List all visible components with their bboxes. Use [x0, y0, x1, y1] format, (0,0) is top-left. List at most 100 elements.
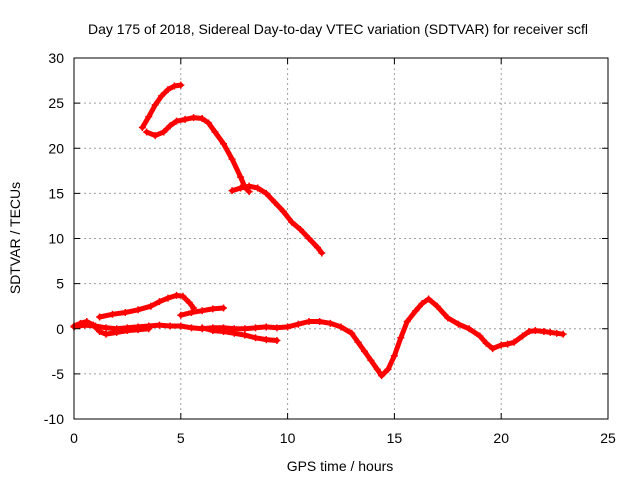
data-point — [134, 306, 142, 314]
data-point — [454, 320, 462, 328]
data-point — [497, 341, 505, 349]
series-arc-upper-short — [138, 81, 185, 131]
data-point — [160, 128, 168, 136]
data-point — [230, 329, 238, 337]
data-point — [245, 182, 253, 190]
data-point — [553, 329, 561, 337]
data-point — [296, 225, 304, 233]
data-point — [504, 340, 512, 348]
data-point — [166, 122, 174, 130]
series-line — [71, 319, 152, 337]
data-point — [433, 302, 441, 310]
data-point — [237, 184, 245, 192]
data-point — [294, 320, 302, 328]
series-line — [144, 115, 252, 195]
ticks: 0 5 10 15 20 25 -10 -5 0 5 10 15 20 25 30 — [44, 50, 616, 446]
data-point — [425, 295, 433, 303]
data-point — [108, 310, 116, 318]
data-point — [279, 207, 287, 215]
data-point — [198, 307, 206, 315]
data-point — [83, 318, 91, 326]
data-point — [181, 115, 189, 123]
data-point — [164, 294, 172, 302]
data-point — [288, 218, 296, 226]
data-point — [337, 323, 345, 331]
data-point — [187, 324, 195, 332]
data-point — [89, 321, 97, 329]
data-point — [262, 189, 270, 197]
data-point — [373, 365, 381, 373]
series-arc-low-bump — [96, 291, 198, 321]
y-tick-label: -5 — [52, 366, 65, 382]
y-tick-label: 25 — [48, 95, 64, 111]
chart-title: Day 175 of 2018, Sidereal Day-to-day VTE… — [88, 21, 588, 37]
data-point — [121, 309, 129, 317]
data-point — [241, 331, 249, 339]
data-point — [143, 128, 151, 136]
data-point — [145, 113, 153, 121]
data-point — [237, 173, 245, 181]
data-point — [228, 155, 236, 163]
data-point — [273, 336, 281, 344]
data-point — [354, 338, 362, 346]
data-point — [378, 372, 386, 380]
data-point — [262, 323, 270, 331]
data-point — [510, 338, 518, 346]
data-point — [177, 311, 185, 319]
data-point — [412, 307, 420, 315]
data-point — [76, 319, 84, 327]
y-tick-label: -10 — [44, 411, 64, 427]
data-point — [211, 128, 219, 136]
data-point — [173, 117, 181, 125]
data-point — [170, 82, 178, 90]
data-point — [187, 309, 195, 317]
data-point — [326, 319, 334, 327]
data-point — [179, 292, 187, 300]
data-point — [305, 318, 313, 326]
y-tick-label: 15 — [48, 185, 64, 201]
data-point — [540, 327, 548, 335]
series-line — [229, 183, 325, 256]
data-point — [164, 86, 172, 94]
data-point — [390, 352, 398, 360]
data-point — [476, 332, 484, 340]
series-arc-upper-long — [143, 114, 253, 196]
data-point — [173, 291, 181, 299]
data-point — [241, 325, 249, 333]
data-point — [166, 322, 174, 330]
y-tick-label: 20 — [48, 140, 64, 156]
y-tick-label: 30 — [48, 50, 64, 66]
data-point — [209, 305, 217, 313]
series-arc-mid-dip — [198, 324, 281, 344]
data-point — [228, 187, 236, 195]
data-point — [209, 327, 217, 335]
data-point — [525, 327, 533, 335]
data-point — [318, 249, 326, 257]
data-point — [271, 198, 279, 206]
data-point — [519, 332, 527, 340]
data-point — [305, 235, 313, 242]
data-point — [418, 299, 426, 307]
data-point — [254, 184, 262, 192]
data-point — [489, 345, 497, 353]
data-point — [316, 318, 324, 326]
data-point — [531, 327, 539, 335]
data-point — [96, 327, 104, 335]
data-point — [546, 328, 554, 336]
data-point — [185, 299, 193, 307]
data-point — [465, 325, 473, 333]
y-tick-label: 0 — [56, 321, 64, 337]
data-point — [102, 330, 110, 338]
series-arc-low-short — [177, 304, 228, 319]
y-axis-label: SDTVAR / TECUs — [7, 182, 23, 294]
data-point — [177, 322, 185, 330]
x-tick-label: 15 — [387, 430, 403, 446]
series-layer — [70, 81, 567, 380]
data-point — [113, 328, 121, 336]
grid — [74, 58, 608, 419]
x-tick-label: 5 — [177, 430, 185, 446]
x-tick-label: 25 — [600, 430, 616, 446]
x-tick-label: 20 — [493, 430, 509, 446]
data-point — [384, 365, 392, 373]
